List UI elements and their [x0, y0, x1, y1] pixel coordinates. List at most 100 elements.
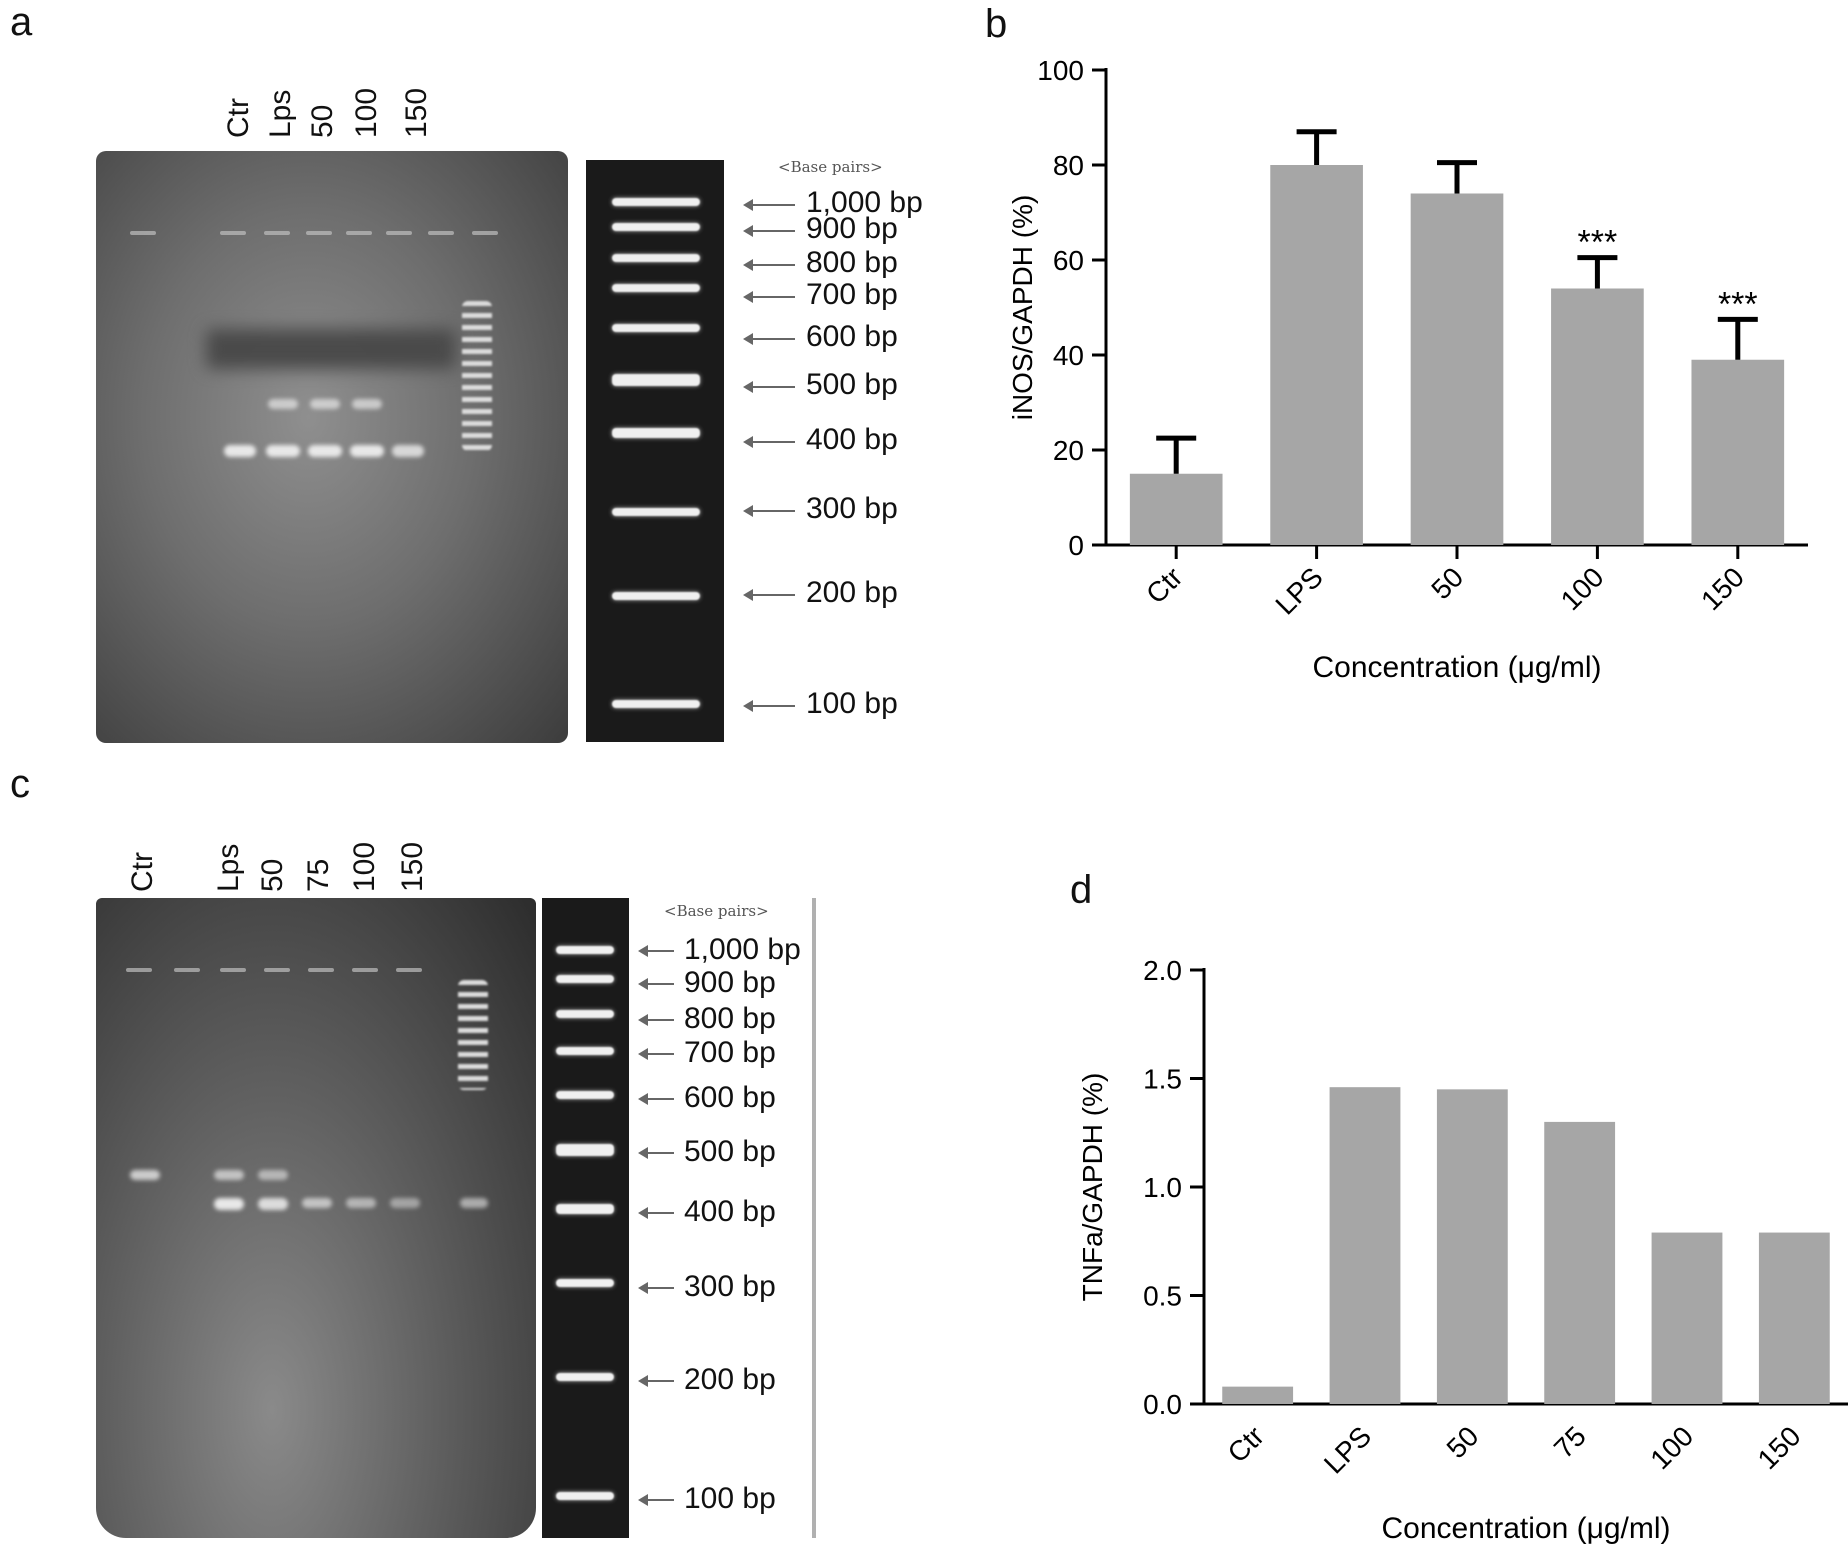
bar	[1551, 288, 1644, 545]
y-tick-label: 1.5	[1143, 1064, 1182, 1095]
gel-band	[266, 445, 300, 457]
bp-label: 100 bp	[806, 687, 898, 720]
gel-band	[346, 1198, 376, 1208]
gel-band	[308, 445, 342, 457]
bar	[1270, 165, 1363, 545]
ladder-band	[612, 374, 700, 386]
gel-band	[392, 445, 424, 457]
bp-label: 200 bp	[684, 1363, 776, 1396]
y-tick-label: 80	[1053, 150, 1084, 181]
gel-well	[352, 968, 378, 972]
x-tick-label: 150	[1695, 561, 1750, 616]
gel-a-lane-label: 150	[400, 87, 433, 138]
gel-band	[302, 1198, 332, 1208]
bar	[1436, 1089, 1508, 1404]
gel-well	[126, 968, 152, 972]
bp-label: 300 bp	[684, 1270, 776, 1303]
bar	[1129, 473, 1223, 545]
gel-well	[396, 968, 422, 972]
arrow-icon	[743, 333, 795, 345]
ladder-band	[612, 428, 700, 438]
gel-band	[224, 445, 256, 457]
gel-band	[350, 445, 384, 457]
ladder-a-image	[586, 160, 724, 742]
gel-a-image	[96, 151, 568, 743]
ladder-band	[556, 1204, 614, 1214]
arrow-icon	[638, 945, 674, 957]
x-tick-label: 150	[1752, 1420, 1807, 1475]
ladder-band	[556, 1091, 614, 1099]
gel-ladder-lane	[458, 980, 488, 1090]
gel-well	[306, 231, 332, 235]
gel-a-lane-label: Ctr	[222, 98, 255, 138]
gel-c-lane-label: 50	[256, 858, 289, 892]
ladder-band	[612, 284, 700, 292]
significance-label: ***	[1578, 224, 1618, 262]
bp-label: 200 bp	[806, 576, 898, 609]
bar	[1222, 1386, 1294, 1404]
arrow-icon	[743, 589, 795, 601]
gel-a-lane-label: 50	[306, 104, 339, 138]
gel-band	[214, 1170, 244, 1180]
x-axis-label: Concentration (μg/ml)	[1312, 651, 1601, 684]
panel-letter-d: d	[1070, 868, 1093, 912]
ladder-band	[556, 1373, 614, 1381]
gel-well	[130, 231, 156, 235]
gel-well	[220, 968, 246, 972]
gel-band	[460, 1198, 488, 1208]
arrow-icon	[638, 1375, 674, 1387]
ladder-band	[612, 324, 700, 332]
bp-label: 800 bp	[684, 1002, 776, 1035]
gel-c-lane-label: Ctr	[126, 852, 159, 892]
gel-well	[308, 968, 334, 972]
gel-c-image	[96, 898, 536, 1538]
y-axis-label: TNFa/GAPDH (%)	[1077, 1073, 1108, 1302]
ladder-band	[612, 508, 700, 516]
gel-ladder-lane	[462, 301, 492, 451]
ladder-band	[612, 592, 700, 600]
gel-well	[346, 231, 372, 235]
ladder-band	[556, 975, 614, 983]
ladder-band	[556, 946, 614, 954]
gel-band	[390, 1198, 420, 1208]
gel-band	[130, 1170, 160, 1180]
bar	[1758, 1232, 1830, 1404]
bp-label: 1,000 bp	[684, 933, 801, 966]
bp-label: 600 bp	[806, 320, 898, 353]
arrow-icon	[743, 199, 795, 211]
gel-band	[214, 1198, 244, 1210]
gel-well	[220, 231, 246, 235]
y-tick-label: 0.5	[1143, 1281, 1182, 1312]
x-tick-label: 50	[1441, 1420, 1485, 1464]
bar	[1651, 1232, 1723, 1404]
bp-label: 700 bp	[806, 278, 898, 311]
ladder-band	[556, 1010, 614, 1018]
gel-c-divider	[812, 898, 816, 1538]
gel-band	[258, 1198, 288, 1210]
arrow-icon	[638, 978, 674, 990]
panel-letter-a: a	[10, 0, 33, 44]
arrow-icon	[743, 225, 795, 237]
panel-letter-b: b	[985, 2, 1008, 46]
bp-label: 400 bp	[806, 423, 898, 456]
arrow-icon	[743, 505, 795, 517]
y-tick-label: 60	[1053, 245, 1084, 276]
arrow-icon	[743, 700, 795, 712]
arrow-icon	[743, 291, 795, 303]
panel-letter-c: c	[10, 762, 30, 806]
bp-label: 1,000 bp	[806, 186, 923, 219]
y-axis-label: iNOS/GAPDH (%)	[1007, 195, 1038, 421]
chart-d-tnfa: 0.0 0.5 1.0 1.5 2.0 Ctr LPS 50 75 100 150 TNFa/GAPD…	[1077, 955, 1848, 1545]
x-tick-label: Ctr	[1222, 1420, 1270, 1468]
arrow-icon	[638, 1207, 674, 1219]
ladder-band	[556, 1144, 614, 1156]
arrow-icon	[743, 381, 795, 393]
gel-well	[386, 231, 412, 235]
arrow-icon	[638, 1494, 674, 1506]
y-tick-label: 100	[1037, 55, 1084, 86]
bar	[1410, 193, 1504, 545]
ladder-band	[612, 254, 700, 262]
gel-c-lane-label: 75	[302, 858, 335, 892]
arrow-icon	[638, 1014, 674, 1026]
y-tick-label: 40	[1053, 340, 1084, 371]
